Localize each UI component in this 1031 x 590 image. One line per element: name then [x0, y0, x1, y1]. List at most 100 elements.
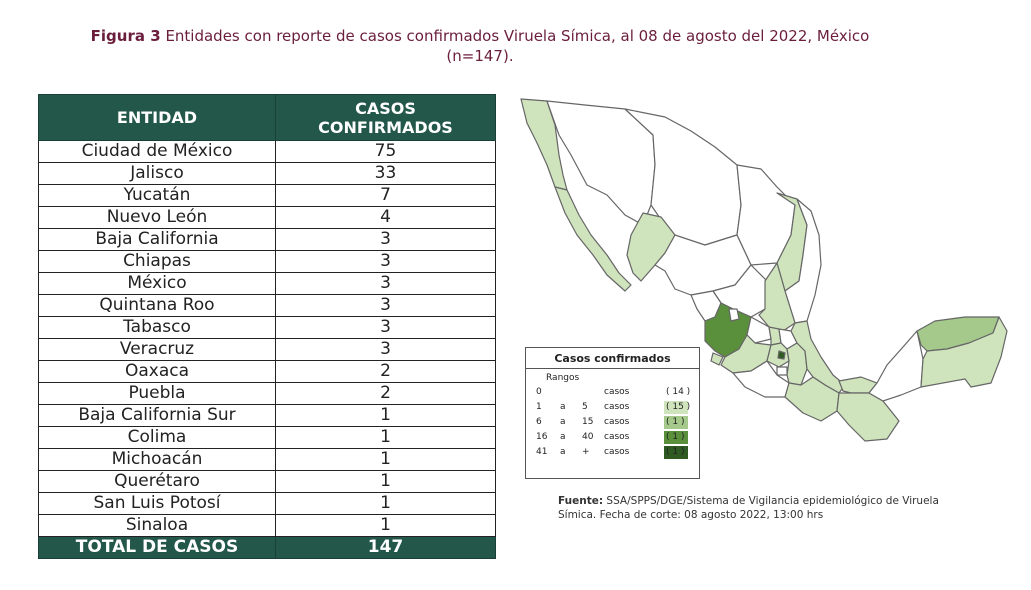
map-morelos: [776, 366, 788, 376]
cell-entidad: Colima: [38, 426, 276, 449]
legend-unit: casos: [604, 417, 630, 427]
table-row: Baja California Sur 1: [38, 404, 496, 427]
legend-to: 15: [582, 417, 594, 427]
cell-casos: 1: [275, 426, 496, 449]
total-value: 147: [275, 536, 496, 559]
cell-entidad: Oaxaca: [38, 360, 276, 383]
legend-unit: casos: [604, 402, 630, 412]
map-legend: Casos confirmados Rangos 0 casos ( 14 ) 1 a 5…: [525, 347, 700, 479]
total-row: TOTAL DE CASOS 147: [38, 536, 496, 559]
cell-casos: 4: [275, 206, 496, 229]
legend-to: +: [582, 447, 590, 457]
table-row: Jalisco 33: [38, 162, 496, 185]
mexico-map: [520, 98, 1008, 442]
header-casos: CASOS CONFIRMADOS: [275, 94, 496, 141]
map-chiapas: [836, 392, 900, 442]
map-ciudad-de-mexico: [777, 350, 786, 360]
cell-casos: 75: [275, 140, 496, 163]
table-row: Puebla 2: [38, 382, 496, 405]
cell-casos: 3: [275, 294, 496, 317]
cell-casos: 3: [275, 316, 496, 339]
figure-number: Figura 3: [90, 27, 161, 45]
cell-casos: 2: [275, 360, 496, 383]
legend-sep: a: [560, 417, 566, 427]
table-row: Chiapas 3: [38, 250, 496, 273]
legend-to: 5: [582, 402, 588, 412]
table-row: Sinaloa 1: [38, 514, 496, 537]
legend-count: ( 1 ): [666, 432, 685, 442]
cell-entidad: Yucatán: [38, 184, 276, 207]
cell-entidad: Baja California: [38, 228, 276, 251]
cell-casos: 1: [275, 492, 496, 515]
source-label: Fuente:: [558, 495, 604, 507]
legend-swatch: [664, 401, 688, 414]
cell-casos: 3: [275, 272, 496, 295]
total-label: TOTAL DE CASOS: [38, 536, 276, 559]
figure-title: Figura 3 Entidades con reporte de casos …: [40, 26, 920, 66]
table-row: Querétaro 1: [38, 470, 496, 493]
cell-entidad: Querétaro: [38, 470, 276, 493]
cell-casos: 2: [275, 382, 496, 405]
legend-sep: a: [560, 432, 566, 442]
legend-unit: casos: [604, 447, 630, 457]
cell-entidad: Baja California Sur: [38, 404, 276, 427]
cell-entidad: Puebla: [38, 382, 276, 405]
cell-casos: 3: [275, 228, 496, 251]
map-sinaloa: [626, 212, 676, 282]
map-baja-california-sur: [554, 186, 632, 292]
cell-casos: 7: [275, 184, 496, 207]
figure-caption: Entidades con reporte de casos confirmad…: [165, 27, 870, 45]
legend-swatch: [664, 416, 688, 429]
header-entidad: ENTIDAD: [38, 94, 276, 141]
cell-casos: 1: [275, 448, 496, 471]
cell-entidad: Michoacán: [38, 448, 276, 471]
map-colima: [710, 352, 724, 366]
cell-entidad: México: [38, 272, 276, 295]
legend-item: 1 a 5 casos ( 15 ): [526, 400, 699, 415]
legend-from: 41: [536, 447, 548, 457]
legend-from: 6: [536, 417, 542, 427]
legend-sep: a: [560, 447, 566, 457]
table-row: Ciudad de México 75: [38, 140, 496, 163]
cases-table: ENTIDAD CASOS CONFIRMADOS Ciudad de Méxi…: [38, 94, 496, 559]
table-header-row: ENTIDAD CASOS CONFIRMADOS: [38, 94, 496, 141]
legend-swatch: [664, 431, 688, 444]
legend-item: 41 a + casos ( 1 ): [526, 445, 699, 460]
cell-entidad: San Luis Potosí: [38, 492, 276, 515]
cell-casos: 33: [275, 162, 496, 185]
legend-item: 0 casos ( 14 ): [526, 385, 699, 400]
cell-entidad: Tabasco: [38, 316, 276, 339]
map-campeche: [868, 330, 924, 402]
legend-from: 16: [536, 432, 548, 442]
cell-casos: 1: [275, 470, 496, 493]
cell-casos: 3: [275, 250, 496, 273]
cell-entidad: Veracruz: [38, 338, 276, 361]
cell-entidad: Jalisco: [38, 162, 276, 185]
legend-swatch: [664, 386, 688, 399]
cell-casos: 1: [275, 404, 496, 427]
table-row: Colima 1: [38, 426, 496, 449]
table-row: Oaxaca 2: [38, 360, 496, 383]
legend-from: 1: [536, 402, 542, 412]
map-guanajuato: [746, 316, 772, 344]
cell-entidad: Sinaloa: [38, 514, 276, 537]
legend-from: 0: [536, 387, 542, 397]
figure-caption-n: (n=147).: [446, 47, 514, 65]
table-row: Yucatán 7: [38, 184, 496, 207]
legend-count: ( 1 ): [666, 417, 685, 427]
legend-count: ( 15 ): [666, 402, 691, 412]
legend-to: 40: [582, 432, 594, 442]
legend-unit: casos: [604, 432, 630, 442]
table-row: Veracruz 3: [38, 338, 496, 361]
cell-entidad: Nuevo León: [38, 206, 276, 229]
legend-title: Casos confirmados: [526, 348, 699, 369]
table-row: Nuevo León 4: [38, 206, 496, 229]
legend-count: ( 14 ): [666, 387, 691, 397]
legend-unit: casos: [604, 387, 630, 397]
map-quintana-roo: [920, 316, 1008, 388]
cell-entidad: Chiapas: [38, 250, 276, 273]
legend-subtitle: Rangos: [546, 373, 580, 383]
source-text: SSA/SPPS/DGE/Sistema de Vigilancia epide…: [558, 495, 939, 521]
table-row: Tabasco 3: [38, 316, 496, 339]
cell-casos: 1: [275, 514, 496, 537]
